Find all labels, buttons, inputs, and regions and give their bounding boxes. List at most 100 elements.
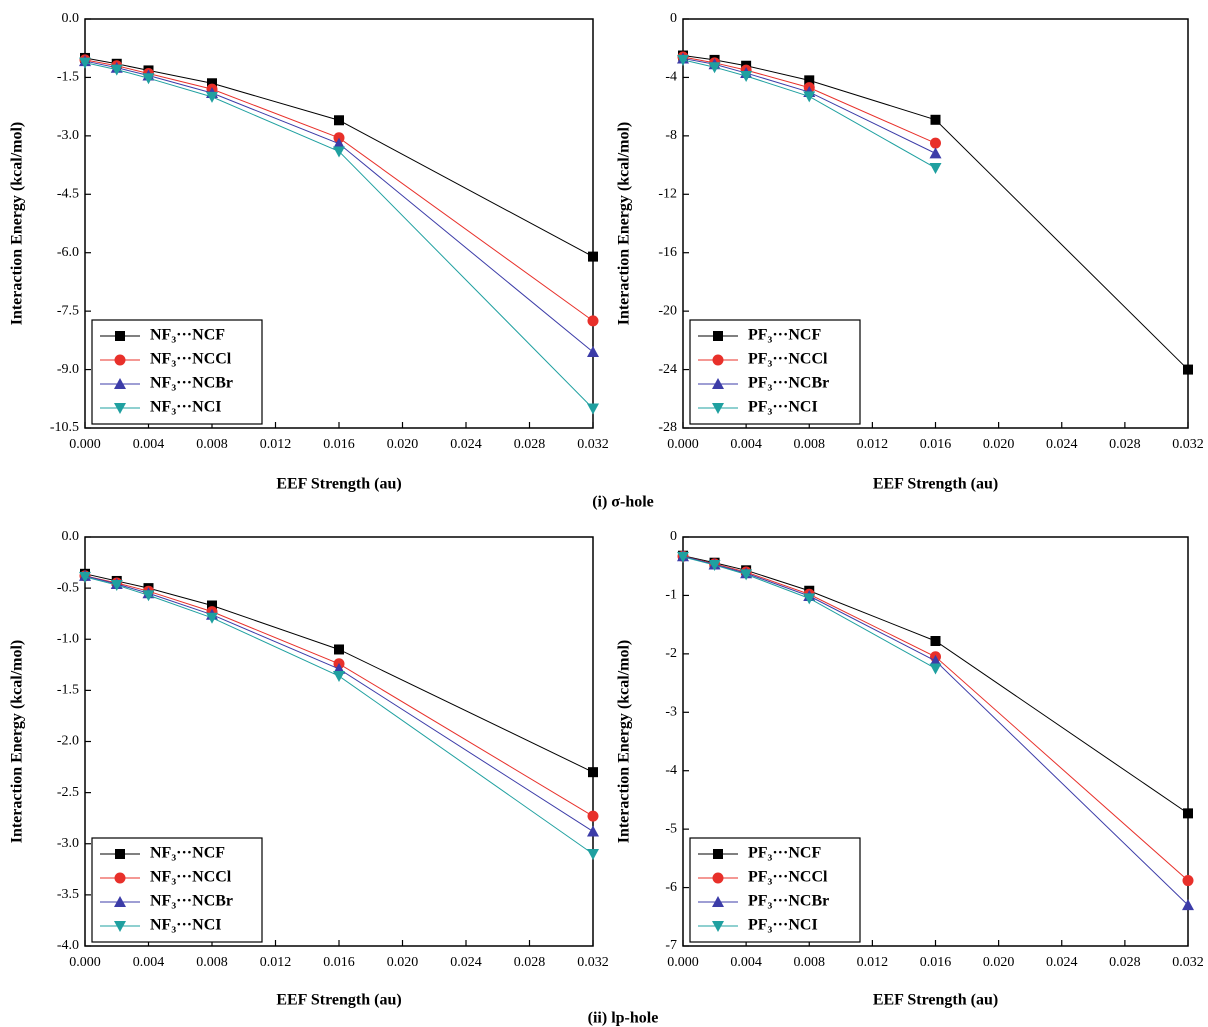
series-line — [682, 555, 1189, 814]
y-axis-label: Interaction Energy (kcal/mol) — [9, 640, 26, 844]
x-tick-label: 0.020 — [983, 955, 1015, 970]
x-tick-label: 0.020 — [387, 955, 419, 970]
marker — [1183, 364, 1193, 375]
y-tick-label: -9.0 — [57, 362, 79, 377]
x-tick-label: 0.008 — [794, 437, 826, 452]
marker — [677, 551, 689, 563]
chart: 0.000 0.004 0.008 0.012 0.016 0.020 0.024 0.028… — [616, 11, 1204, 492]
y-axis-label: Interaction Energy (kcal/mol) — [616, 122, 633, 326]
y-tick-label: -0.5 — [57, 580, 79, 595]
marker — [207, 600, 217, 611]
marker — [588, 767, 598, 778]
y-tick-label: 0.0 — [62, 529, 80, 544]
legend: NF₃···NCF NF₃···NCCl NF₃···NCBr NF₃···NCI — [91, 837, 263, 943]
x-tick-label: 0.016 — [920, 955, 952, 970]
marker — [1182, 899, 1194, 911]
marker — [712, 896, 724, 907]
marker — [803, 593, 816, 605]
y-tick-label: -2.5 — [57, 785, 79, 800]
marker — [804, 75, 815, 86]
series-line — [84, 575, 594, 817]
marker — [110, 580, 123, 592]
x-tick-label: 0.004 — [730, 955, 762, 970]
x-tick-label: 0.000 — [667, 955, 699, 970]
x-tick-label: 0.024 — [1046, 955, 1078, 970]
marker — [334, 644, 344, 655]
y-tick-label: -4.0 — [57, 938, 79, 953]
marker — [587, 315, 599, 327]
marker — [142, 590, 155, 602]
marker — [740, 70, 753, 82]
marker — [930, 636, 941, 647]
y-tick-label: -3 — [665, 705, 677, 720]
chart: 0.000 0.004 0.008 0.012 0.016 0.020 0.024 0.028… — [616, 529, 1204, 1008]
series-line — [682, 57, 936, 154]
y-tick-label: -10.5 — [50, 420, 79, 435]
marker — [712, 403, 724, 414]
y-tick-label: -7.5 — [57, 303, 79, 318]
y-tick-label: -4 — [665, 70, 677, 85]
series-line — [84, 60, 594, 353]
legend-label: NF₃···NCI — [150, 399, 221, 416]
series-line — [84, 59, 594, 322]
y-tick-label: -24 — [658, 362, 677, 377]
y-tick-label: -4.5 — [57, 187, 79, 202]
x-tick-label: 0.028 — [514, 955, 546, 970]
marker — [930, 137, 941, 149]
marker — [712, 378, 724, 389]
x-tick-label: 0.028 — [1109, 955, 1141, 970]
x-tick-label: 0.028 — [1109, 437, 1141, 452]
x-tick-label: 0.008 — [196, 437, 228, 452]
marker — [708, 62, 721, 74]
legend-label: PF₃···NCF — [748, 845, 821, 862]
x-tick-label: 0.032 — [577, 955, 609, 970]
x-tick-label: 0.012 — [260, 437, 292, 452]
marker — [206, 91, 218, 103]
x-tick-label: 0.012 — [857, 955, 889, 970]
marker — [712, 872, 724, 884]
x-tick-label: 0.000 — [69, 437, 101, 452]
y-tick-label: -2 — [665, 646, 677, 661]
legend: PF₃···NCF PF₃···NCCl PF₃···NCBr PF₃···NCI — [689, 837, 861, 943]
caption: (ii) lp-hole — [588, 1010, 659, 1027]
y-tick-label: -16 — [658, 245, 677, 260]
marker — [114, 896, 126, 907]
chart: 0.000 0.004 0.008 0.012 0.016 0.020 0.024 0.028… — [9, 529, 609, 1008]
y-tick-label: -4 — [665, 763, 677, 778]
x-tick-label: 0.032 — [1172, 955, 1204, 970]
marker — [929, 162, 942, 174]
series-line — [84, 62, 594, 409]
legend-label: NF₃···NCBr — [150, 375, 233, 392]
x-tick-label: 0.000 — [667, 437, 699, 452]
series-line — [84, 575, 594, 832]
marker — [142, 73, 155, 85]
marker — [114, 403, 126, 414]
x-tick-label: 0.028 — [514, 437, 546, 452]
marker — [712, 354, 724, 366]
marker — [740, 569, 753, 581]
x-tick-label: 0.024 — [450, 437, 482, 452]
legend-label: PF₃···NCCl — [748, 869, 828, 886]
x-tick-label: 0.000 — [69, 955, 101, 970]
marker — [1183, 808, 1193, 819]
x-tick-label: 0.016 — [920, 437, 952, 452]
x-tick-label: 0.016 — [323, 955, 355, 970]
marker — [333, 137, 345, 149]
x-tick-label: 0.004 — [133, 437, 165, 452]
legend: NF₃···NCF NF₃···NCCl NF₃···NCBr NF₃···NCI — [91, 319, 263, 425]
y-tick-label: -3.5 — [57, 887, 79, 902]
marker — [803, 91, 816, 103]
legend: PF₃···NCF PF₃···NCCl PF₃···NCBr PF₃···NCI — [689, 319, 861, 425]
series-line — [84, 573, 594, 773]
marker — [713, 849, 723, 859]
y-tick-label: -1.5 — [57, 70, 79, 85]
y-axis-label: Interaction Energy (kcal/mol) — [616, 640, 633, 844]
legend-label: NF₃···NCCl — [150, 869, 232, 886]
x-axis-label: EEF Strength (au) — [873, 476, 998, 493]
caption: (i) σ-hole — [592, 494, 654, 511]
marker — [114, 354, 126, 366]
marker — [114, 378, 126, 389]
marker — [206, 612, 218, 624]
marker — [587, 346, 599, 358]
x-tick-label: 0.004 — [133, 955, 165, 970]
